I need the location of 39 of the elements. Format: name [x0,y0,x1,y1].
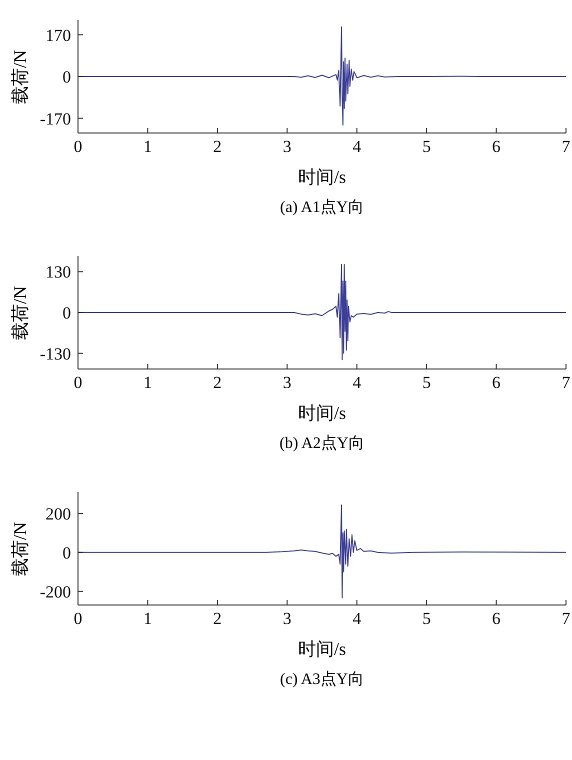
x-tick-label: 7 [562,373,571,392]
y-tick-label: -200 [40,582,71,602]
x-tick-label: 3 [282,137,292,156]
x-axis-title: 时间/s [296,638,347,661]
x-tick-label: 4 [352,609,362,628]
text: (c) A3点Y向 [279,670,365,690]
x-tick-label: 5 [422,373,431,392]
x-tick-label: 2 [213,373,222,392]
y-tick-label: 0 [62,304,71,323]
x-tick-label: 1 [143,373,152,392]
x-tick-label: 6 [492,609,501,628]
x-tick-label: 3 [282,373,292,392]
x-tick-label: 5 [422,137,431,156]
x-tick-label: 1 [143,137,152,156]
y-tick-label: -130 [40,344,71,364]
y-tick-label: 0 [62,543,71,562]
y-tick-label: 170 [46,26,71,45]
y-tick-label: 130 [46,262,71,282]
y-tick-label: 200 [46,504,71,524]
x-tick-label: 7 [562,609,571,628]
x-tick-label: 2 [213,137,222,156]
x-tick-label: 6 [492,137,501,156]
y-tick-label: 0 [62,68,71,87]
y-axis-title: 载荷/N [9,286,31,340]
text: (b) A2点Y向 [278,434,366,454]
x-axis-title: 时间/s [296,402,347,425]
x-tick-label: 5 [422,609,431,628]
text: (a) A1点Y向 [279,198,365,218]
y-axis-title: 载荷/N [9,50,31,104]
x-tick-label: 4 [352,137,362,156]
x-tick-label: 2 [213,609,222,628]
x-tick-label: 3 [282,609,292,628]
x-axis-title: 时间/s [296,166,347,189]
x-tick-label: 6 [492,373,501,392]
y-tick-label: -170 [40,109,71,128]
x-tick-label: 4 [352,373,362,392]
x-tick-label: 1 [143,609,152,628]
y-axis-title: 载荷/N [9,522,31,576]
x-tick-label: 7 [562,137,571,156]
